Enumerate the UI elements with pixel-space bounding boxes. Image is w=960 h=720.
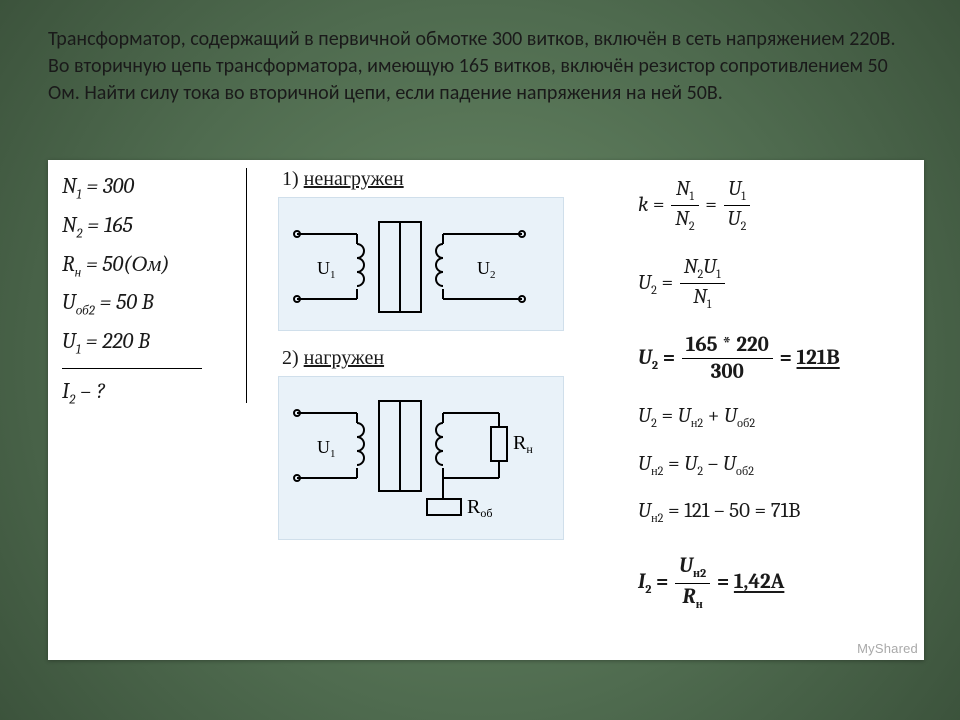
diagram2-caption: 2) нагружен	[282, 347, 588, 370]
eq-u2-split: U2 = Uн2 + Uоб2	[638, 403, 918, 432]
given-find: I2 – ?	[62, 373, 252, 412]
diagram1-box: U1 U2	[278, 197, 564, 331]
equations-block: k = N1N2 = U1U2 U2 = N2U1N1 U2 = 165 * 2…	[638, 176, 918, 631]
eq-u2-expr: U2 = N2U1N1	[638, 254, 918, 314]
svg-text:Rоб: Rоб	[467, 496, 492, 520]
diagrams-block: 1) ненагружен	[278, 166, 588, 556]
eq-un2-num: Uн2 = 121 – 50 = 71B	[638, 498, 918, 527]
given-n2: N2 = 165	[62, 207, 252, 246]
svg-text:U2: U2	[477, 258, 496, 281]
solution-sheet: N1 = 300 N2 = 165 Rн = 50(Ом) Uоб2 = 50 …	[48, 160, 924, 660]
eq-un2-expr: Uн2 = U2 – Uоб2	[638, 451, 918, 480]
eq-k: k = N1N2 = U1U2	[638, 176, 918, 236]
given-divider	[62, 368, 202, 369]
diagram2-box: U1 Rн Rоб	[278, 376, 564, 540]
watermark: MyShared	[857, 641, 918, 656]
problem-text: Трансформатор, содержащий в первичной об…	[48, 26, 912, 107]
svg-text:U1: U1	[317, 437, 336, 460]
svg-text:U1: U1	[317, 258, 336, 281]
given-u1: U1 = 220 B	[62, 323, 252, 362]
given-n1: N1 = 300	[62, 168, 252, 207]
eq-i2: I2 = Uн2Rн = 1,42A	[638, 553, 918, 613]
transformer-loaded-svg: U1 Rн Rоб	[287, 383, 539, 533]
given-separator	[246, 168, 247, 403]
diagram1-caption: 1) ненагружен	[282, 168, 588, 191]
given-uob2: Uоб2 = 50 B	[62, 284, 252, 323]
transformer-unloaded-svg: U1 U2	[287, 204, 539, 324]
given-block: N1 = 300 N2 = 165 Rн = 50(Ом) Uоб2 = 50 …	[62, 168, 252, 412]
svg-text:Rн: Rн	[513, 432, 533, 456]
eq-u2-num: U2 = 165 * 220300 = 121B	[638, 332, 918, 386]
given-r: Rн = 50(Ом)	[62, 246, 252, 285]
